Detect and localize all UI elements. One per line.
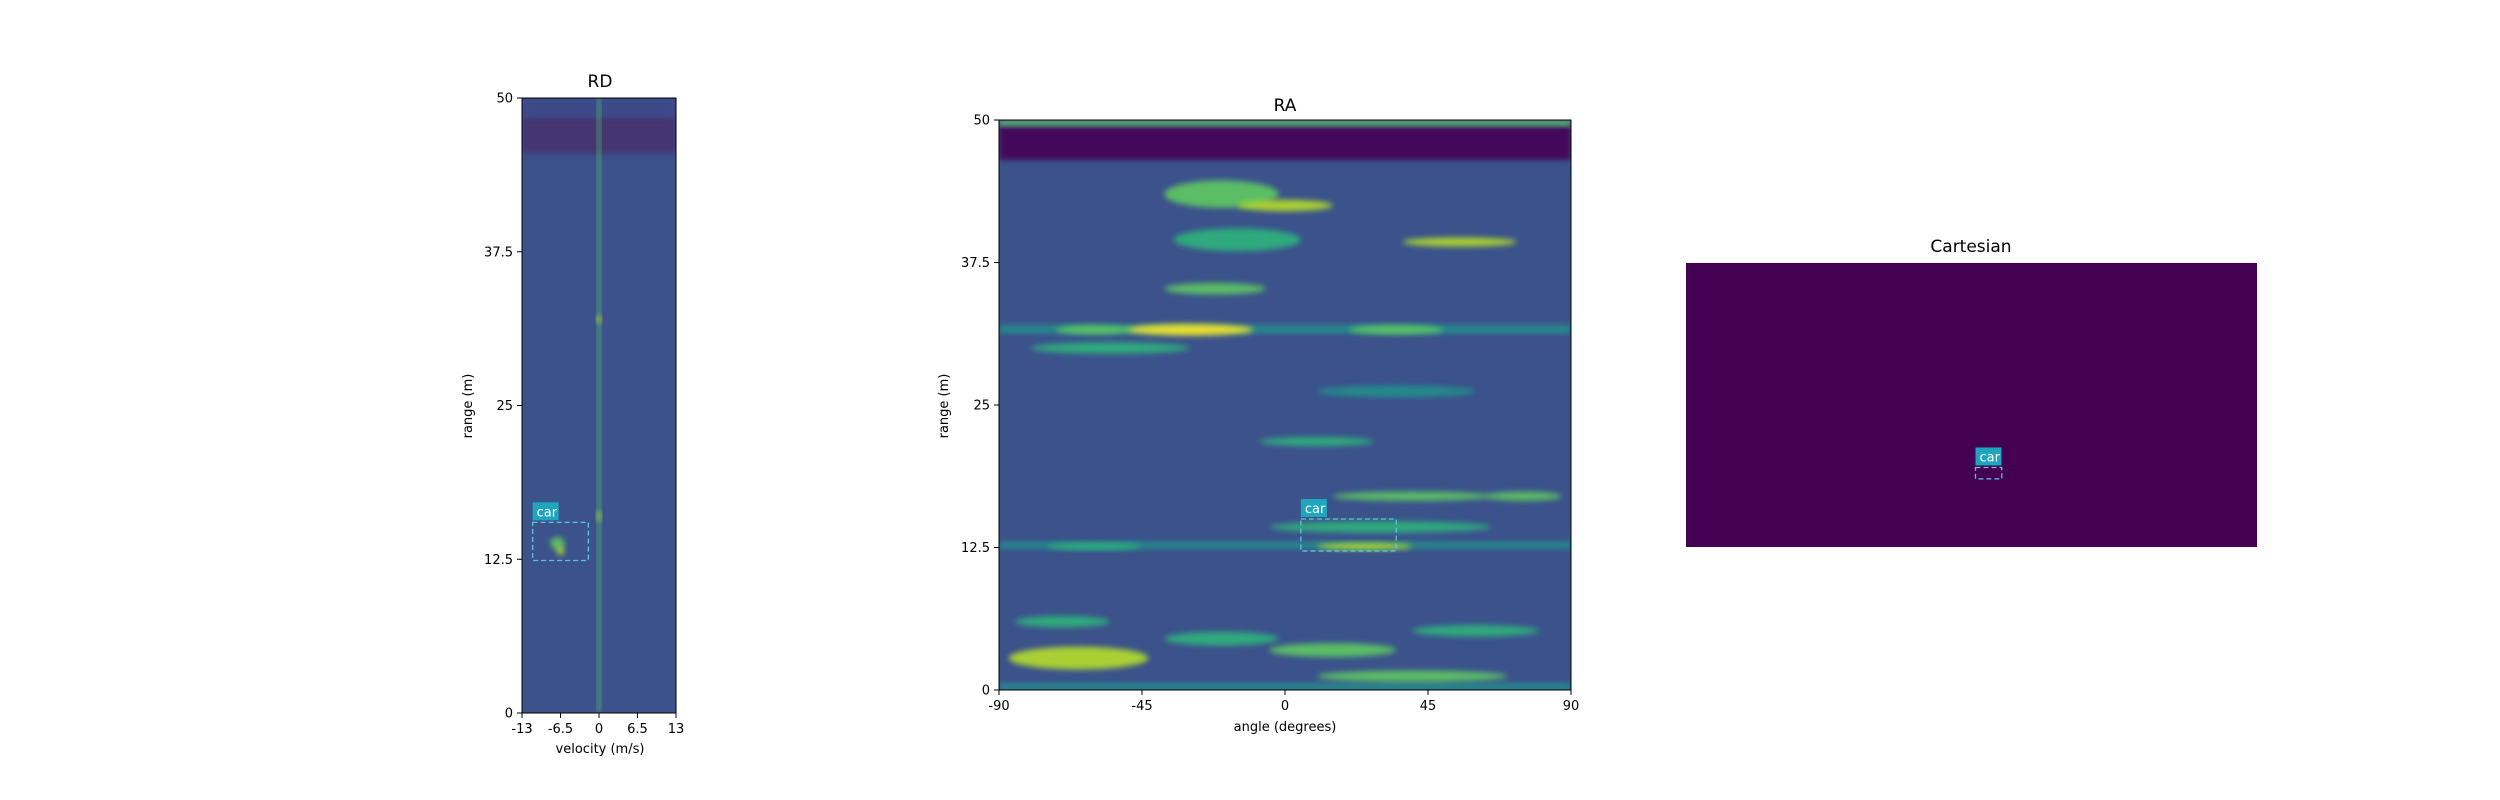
ra-blob-19 — [1269, 643, 1397, 657]
rd-plot-area — [522, 98, 676, 713]
ra-blob-1 — [1237, 199, 1333, 212]
rd-band-2 — [597, 98, 601, 713]
rd-xlabel: velocity (m/s) — [556, 742, 645, 757]
rd-annotation-label-0: car — [537, 505, 558, 520]
rd-blob-3 — [597, 510, 601, 523]
rd-ytick-label-4: 50 — [496, 92, 513, 107]
ra-band-2 — [999, 325, 1571, 334]
ra-ytick-label-3: 37.5 — [961, 256, 990, 271]
ra-blob-4 — [1164, 283, 1266, 295]
ra-blob-13 — [1269, 521, 1492, 533]
ra-annotation-label-0: car — [1305, 502, 1326, 517]
ra-ylabel: range (m) — [937, 374, 952, 439]
ra-blob-5 — [1126, 324, 1254, 336]
ra-ytick-label-2: 25 — [973, 399, 990, 414]
ra-band-1 — [999, 120, 1571, 126]
ra-blob-10 — [1259, 436, 1374, 447]
rd-annotation-box-0 — [532, 521, 589, 562]
ra-band-3 — [999, 541, 1571, 549]
cartesian-panel: Cartesian car — [1686, 237, 2257, 547]
rd-ytick-label-0: 0 — [505, 707, 513, 722]
rd-ytick-label-1: 12.5 — [484, 553, 513, 568]
ra-xtick-label-1: -45 — [1131, 699, 1152, 714]
ra-blob-21 — [1316, 670, 1508, 683]
ra-xtick-label-0: -90 — [988, 699, 1009, 714]
ra-ytick-label-4: 50 — [973, 114, 990, 129]
cartesian-annotation-label-0: car — [1979, 450, 2000, 465]
rd-title: RD — [588, 72, 613, 92]
ra-heatmap-background — [999, 120, 1571, 690]
ra-blob-16 — [1008, 646, 1149, 670]
rd-xtick-label-0: -13 — [511, 722, 532, 737]
ra-xtick-label-3: 45 — [1420, 699, 1437, 714]
rd-ytick-label-3: 37.5 — [484, 245, 513, 260]
ra-blob-11 — [1332, 491, 1492, 501]
ra-band-4 — [999, 683, 1571, 690]
rd-xtick-label-3: 6.5 — [627, 722, 648, 737]
rd-blob-2 — [597, 315, 601, 324]
ra-ytick-label-1: 12.5 — [961, 541, 990, 556]
ra-blob-0 — [1164, 180, 1279, 208]
rd-ytick-label-2: 25 — [496, 399, 513, 414]
ra-xtick-label-4: 90 — [1563, 699, 1580, 714]
ra-title: RA — [1274, 96, 1297, 116]
ra-xlabel: angle (degrees) — [1234, 720, 1337, 735]
rd-annotation-label-bg-0 — [532, 502, 559, 521]
ra-blob-18 — [1164, 631, 1279, 646]
ra-blob-2 — [1173, 228, 1301, 252]
ra-blob-6 — [1348, 325, 1444, 335]
rd-xtick-label-2: 0 — [595, 722, 603, 737]
rd-xtick-label-4: 13 — [668, 722, 685, 737]
cartesian-annotation-label-bg-0 — [1975, 447, 2002, 466]
rd-ylabel: range (m) — [461, 374, 476, 439]
ra-ytick-label-0: 0 — [982, 684, 990, 699]
ra-blob-17 — [1014, 615, 1111, 628]
ra-blob-3 — [1402, 237, 1517, 247]
rd-blob-1 — [556, 545, 565, 556]
cartesian-title: Cartesian — [1930, 237, 2011, 257]
ra-blob-12 — [1485, 491, 1562, 501]
ra-panel: RA range (m) angle (degrees) car -90 -45 0 4… — [937, 96, 1579, 735]
cartesian-annotation-box-0 — [1974, 466, 2003, 480]
ra-blob-9 — [1316, 385, 1476, 398]
ra-blob-14 — [1316, 542, 1413, 550]
ra-blob-15 — [1046, 542, 1143, 550]
ra-blob-7 — [1056, 325, 1133, 335]
cartesian-heatmap-background — [1686, 263, 2257, 547]
ra-xtick-label-2: 0 — [1281, 699, 1289, 714]
ra-band-0 — [999, 125, 1571, 160]
ra-annotation-label-bg-0 — [1300, 499, 1327, 517]
ra-blob-8 — [1030, 342, 1190, 354]
rd-xtick-label-1: -6.5 — [548, 722, 573, 737]
cartesian-plot-area — [1686, 263, 2257, 547]
rd-panel: RD range (m) velocity (m/s) car -13 -6.5 0 6… — [461, 72, 684, 757]
ra-blob-20 — [1412, 625, 1540, 637]
ra-plot-area — [999, 120, 1571, 690]
